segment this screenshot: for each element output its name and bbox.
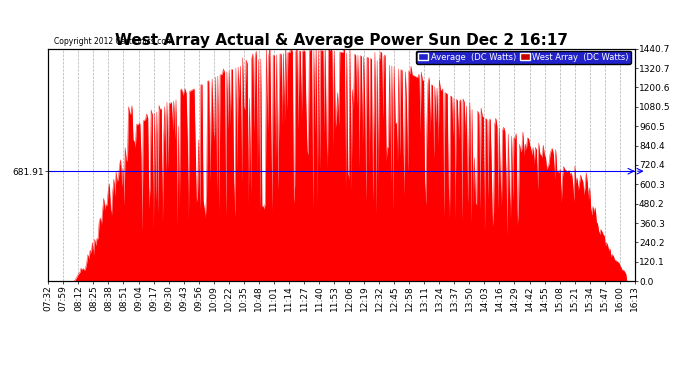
Title: West Array Actual & Average Power Sun Dec 2 16:17: West Array Actual & Average Power Sun De… [115,33,568,48]
Text: Copyright 2012 Cartronics.com: Copyright 2012 Cartronics.com [55,38,174,46]
Legend: Average  (DC Watts), West Array  (DC Watts): Average (DC Watts), West Array (DC Watts… [416,51,631,64]
